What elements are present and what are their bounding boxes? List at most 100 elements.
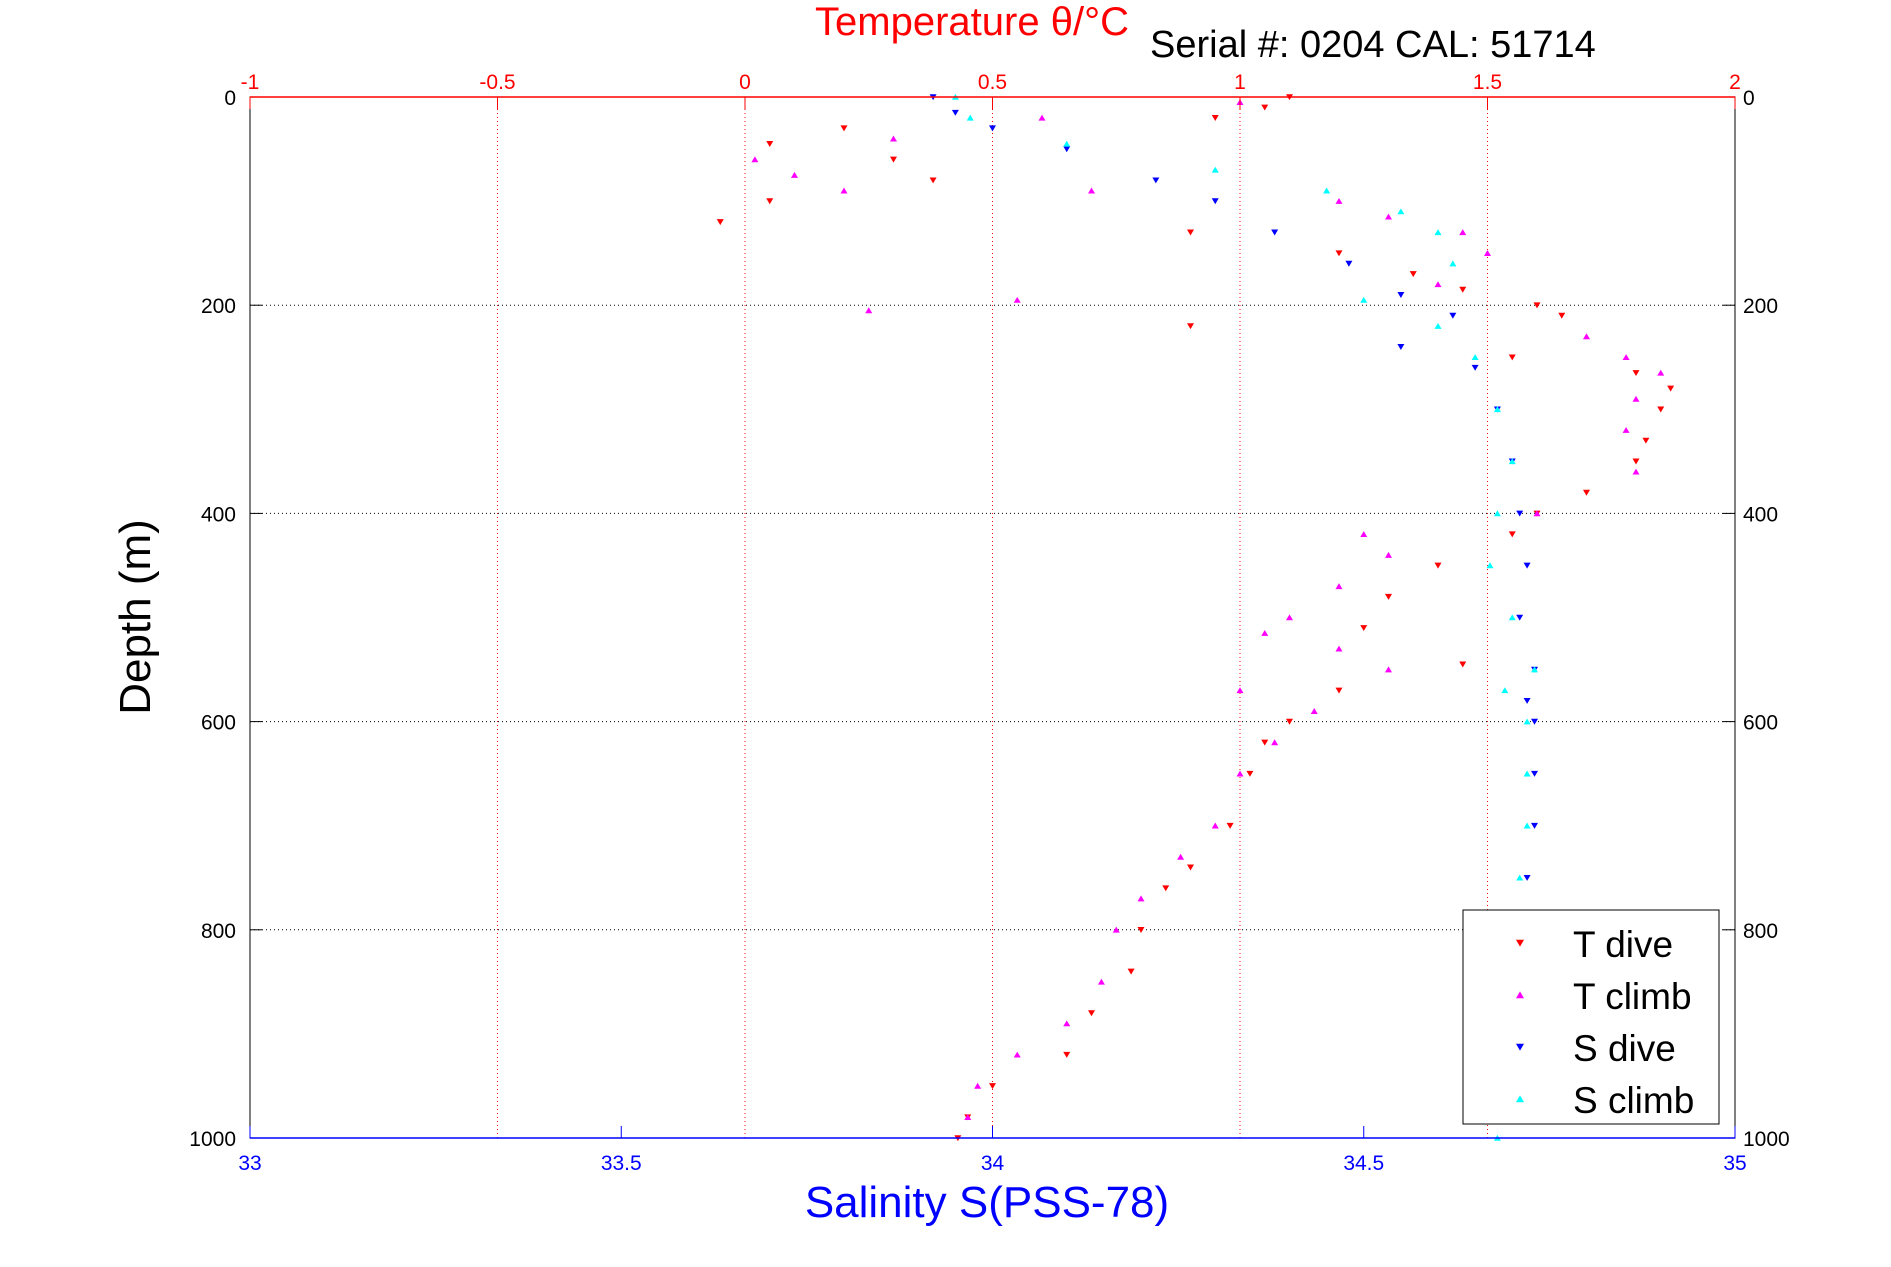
s-dive-point (1523, 874, 1531, 881)
depth-tick-label-right: 600 (1743, 712, 1778, 735)
s-dive-point (1516, 614, 1524, 621)
t-climb-point (1013, 296, 1021, 303)
s-climb-point (1397, 208, 1405, 215)
grid-lines (250, 97, 1735, 1138)
s-climb-point (1449, 260, 1457, 267)
t-climb-point (1484, 250, 1491, 256)
chart-title: Temperature θ/°C (815, 0, 1129, 44)
legend: T dive T climb S dive S climb (1462, 909, 1720, 1125)
s-dive-point (951, 109, 959, 116)
t-dive-point (1434, 562, 1442, 569)
s-climb-point (1486, 562, 1494, 569)
series-t-climb (751, 99, 1665, 1120)
t-dive-point (1360, 625, 1368, 632)
t-dive-point (1246, 770, 1254, 777)
t-climb-point (1622, 354, 1630, 361)
legend-marker-t-climb (1516, 991, 1524, 999)
legend-marker-s-dive (1516, 1043, 1524, 1051)
t-dive-point (1261, 739, 1269, 746)
t-dive-point (1385, 593, 1392, 600)
s-dive-point (1531, 718, 1539, 725)
t-climb-point (1385, 551, 1392, 558)
legend-marker-t-dive (1516, 939, 1524, 947)
t-dive-point (766, 198, 774, 205)
t-dive-point (1558, 312, 1566, 319)
t-climb-point (1335, 583, 1343, 590)
t-dive-point (1533, 302, 1541, 309)
t-climb-point (1286, 614, 1293, 621)
t-climb-point (1137, 895, 1145, 902)
depth-tick-label-right: 800 (1743, 920, 1778, 943)
t-dive-point (1211, 115, 1219, 121)
t-dive-point (1642, 437, 1650, 444)
t-dive-point (1409, 271, 1417, 278)
s-dive-point (1271, 229, 1279, 236)
t-dive-point (1657, 406, 1665, 413)
temperature-tick-label: -1 (241, 71, 260, 94)
salinity-tick-label: 33.5 (601, 1152, 642, 1175)
t-climb-point (1038, 114, 1046, 121)
t-dive-point (1459, 661, 1467, 668)
s-dive-point (1531, 770, 1539, 777)
t-dive-point (1187, 864, 1194, 871)
s-climb-point (1508, 614, 1516, 621)
t-climb-point (964, 1114, 972, 1120)
t-climb-point (1632, 468, 1640, 475)
depth-tick-label-right: 1000 (1743, 1128, 1790, 1151)
legend-label-t-climb: T climb (1573, 976, 1692, 1017)
depth-tick-label-left: 0 (224, 87, 236, 110)
t-climb-point (1533, 510, 1541, 517)
t-climb-point (1097, 978, 1105, 985)
s-climb-point (1211, 166, 1219, 173)
temperature-tick-label: 0 (739, 71, 751, 94)
t-climb-point (890, 135, 897, 142)
t-dive-point (890, 156, 897, 163)
temperature-tick-label: -0.5 (479, 71, 515, 94)
s-dive-point (1523, 697, 1531, 704)
s-climb-point (1323, 187, 1331, 194)
s-climb-point (1434, 322, 1442, 329)
t-dive-point (766, 141, 774, 147)
depth-tick-label-left: 600 (201, 712, 236, 735)
t-climb-point (1583, 333, 1590, 340)
s-dive-point (1345, 260, 1353, 267)
t-climb-point (1360, 531, 1368, 538)
legend-label-s-climb: S climb (1573, 1080, 1694, 1121)
t-climb-point (1657, 369, 1665, 376)
s-climb-point (966, 114, 974, 121)
s-climb-point (1508, 458, 1516, 465)
y-axis-label: Depth (m) (111, 519, 160, 715)
t-climb-point (1112, 926, 1120, 933)
t-dive-point (1459, 286, 1467, 293)
t-climb-point (1261, 629, 1269, 636)
t-climb-point (1013, 1051, 1021, 1058)
t-climb-point (840, 187, 848, 194)
s-dive-point (1397, 291, 1405, 298)
t-climb-point (1459, 229, 1467, 236)
s-climb-point (1523, 770, 1531, 777)
t-dive-point (716, 219, 724, 226)
t-climb-point (974, 1082, 982, 1089)
legend-label-t-dive: T dive (1573, 924, 1673, 965)
t-climb-point (1385, 213, 1392, 220)
t-dive-point (1508, 531, 1516, 538)
s-dive-point (1449, 312, 1457, 319)
t-dive-point (1508, 354, 1516, 361)
t-dive-point (1088, 1010, 1095, 1017)
s-climb-point (1493, 510, 1501, 517)
temperature-tick-label: 2 (1729, 71, 1741, 94)
s-dive-point (1397, 344, 1405, 350)
t-dive-point (1127, 968, 1135, 975)
t-dive-point (1226, 822, 1234, 829)
depth-tick-label-right: 400 (1743, 503, 1778, 526)
t-dive-point (1261, 104, 1269, 111)
depth-tick-label-left: 200 (201, 295, 236, 318)
t-climb-point (1088, 187, 1095, 194)
s-climb-point (1516, 874, 1524, 881)
t-dive-point (840, 125, 848, 132)
salinity-tick-label: 34 (981, 1152, 1005, 1175)
t-climb-point (1335, 197, 1343, 204)
t-climb-point (1310, 708, 1318, 714)
t-climb-point (865, 307, 873, 314)
